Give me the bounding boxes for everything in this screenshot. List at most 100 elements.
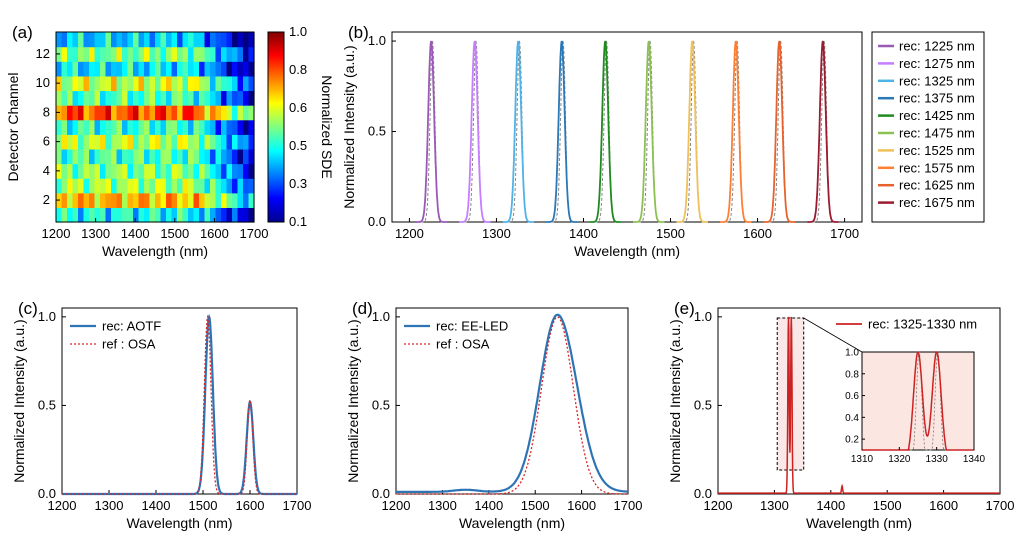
heatmap-cell xyxy=(221,90,228,106)
heatmap-cell xyxy=(155,178,162,194)
panel-a-xlabel: Wavelength (nm) xyxy=(102,243,208,259)
heatmap-cell xyxy=(221,134,228,150)
heatmap-cell xyxy=(182,207,189,223)
heatmap-cell xyxy=(193,119,200,135)
heatmap-cell xyxy=(248,90,255,106)
heatmap-cell xyxy=(155,75,162,92)
heatmap-cell xyxy=(193,178,200,194)
heatmap-cell xyxy=(116,192,123,208)
panel-c-ytick-label: 1.0 xyxy=(38,309,56,324)
heatmap-cell xyxy=(122,207,129,223)
heatmap-cell xyxy=(243,163,250,179)
heatmap-cell xyxy=(215,119,222,135)
heatmap-cell xyxy=(83,178,90,194)
legend-entry: rec: 1225 nm xyxy=(899,39,975,54)
heatmap-cell xyxy=(193,207,200,223)
heatmap-cell xyxy=(100,134,107,150)
series-line xyxy=(459,40,491,223)
heatmap-cell xyxy=(100,178,107,194)
heatmap-cell xyxy=(149,90,156,106)
heatmap-cell xyxy=(237,32,244,48)
inset-series-line xyxy=(862,350,974,451)
heatmap-cell xyxy=(232,178,239,194)
heatmap-cell xyxy=(72,119,79,135)
heatmap-cell xyxy=(199,178,206,194)
panel-b-ylabel: Normalized Intensity (a.u.) xyxy=(341,45,357,208)
heatmap-cell xyxy=(237,192,244,208)
heatmap-cell xyxy=(111,75,118,92)
series-line xyxy=(396,313,628,493)
heatmap-cell xyxy=(248,163,255,179)
heatmap-cell xyxy=(133,134,140,150)
heatmap-cell xyxy=(144,46,151,62)
heatmap-cell xyxy=(221,105,228,121)
heatmap-cell xyxy=(67,207,74,223)
heatmap-cell xyxy=(138,207,145,223)
heatmap-cell xyxy=(94,192,101,208)
heatmap-cell xyxy=(105,105,112,121)
reference-trace xyxy=(807,40,839,223)
heatmap-cell xyxy=(78,75,85,92)
heatmap-cell xyxy=(166,148,173,165)
heatmap-cell xyxy=(61,119,68,135)
heatmap-cell xyxy=(138,178,145,194)
heatmap-cell xyxy=(177,207,184,223)
panel-c-ylabel: Normalized Intensity (a.u.) xyxy=(11,319,27,482)
heatmap-cell xyxy=(138,61,145,77)
heatmap-cell xyxy=(243,75,250,92)
heatmap-cell xyxy=(215,46,222,62)
heatmap-cell xyxy=(111,207,118,223)
heatmap-cell xyxy=(67,75,74,92)
heatmap-cell xyxy=(248,75,255,92)
heatmap-cell xyxy=(105,90,112,106)
heatmap-cell xyxy=(72,148,79,165)
heatmap-cell xyxy=(83,192,90,208)
heatmap-cell xyxy=(67,32,74,48)
heatmap-cell xyxy=(226,75,233,92)
heatmap-cell xyxy=(67,119,74,135)
inset-ytick-label: 0.2 xyxy=(845,435,859,446)
heatmap-cell xyxy=(83,32,90,48)
panel-d-xtick-label: 1600 xyxy=(567,498,596,513)
heatmap-cell xyxy=(149,61,156,77)
heatmap-cell xyxy=(133,148,140,165)
heatmap-cell xyxy=(193,192,200,208)
heatmap-cell xyxy=(171,192,178,208)
heatmap-cell xyxy=(177,134,184,150)
legend-entry: ref : OSA xyxy=(436,337,490,352)
inset-ytick-label: 0.6 xyxy=(845,391,859,402)
panel-a-axes-frame xyxy=(55,31,255,223)
heatmap-cell xyxy=(232,90,239,106)
heatmap-cell xyxy=(138,134,145,150)
panel-e-xtick-label: 1500 xyxy=(873,498,902,513)
heatmap-cell xyxy=(166,192,173,208)
heatmap-cell xyxy=(177,163,184,179)
heatmap-cell xyxy=(155,46,162,62)
heatmap-cell xyxy=(100,119,107,135)
panel-b-xtick-label: 1500 xyxy=(656,226,685,241)
heatmap-cell xyxy=(248,192,255,208)
series-line xyxy=(763,40,795,223)
heatmap-cell xyxy=(226,46,233,62)
heatmap-cell xyxy=(127,148,134,165)
heatmap-cell xyxy=(138,32,145,48)
heatmap-cell xyxy=(61,192,68,208)
heatmap-cell xyxy=(204,207,211,223)
heatmap-cell xyxy=(232,119,239,135)
heatmap-cell xyxy=(177,148,184,165)
heatmap-cell xyxy=(111,119,118,135)
heatmap-cell xyxy=(188,75,195,92)
heatmap-cell xyxy=(160,134,167,150)
heatmap-cell xyxy=(122,46,129,62)
heatmap-cell xyxy=(160,75,167,92)
heatmap-cell xyxy=(226,90,233,106)
heatmap-cell xyxy=(149,75,156,92)
heatmap-cell xyxy=(171,163,178,179)
heatmap-cell xyxy=(149,178,156,194)
heatmap-cell xyxy=(204,105,211,121)
heatmap-cell xyxy=(61,178,68,194)
heatmap-cell xyxy=(122,105,129,121)
heatmap-cell xyxy=(221,148,228,165)
heatmap-cell xyxy=(100,163,107,179)
